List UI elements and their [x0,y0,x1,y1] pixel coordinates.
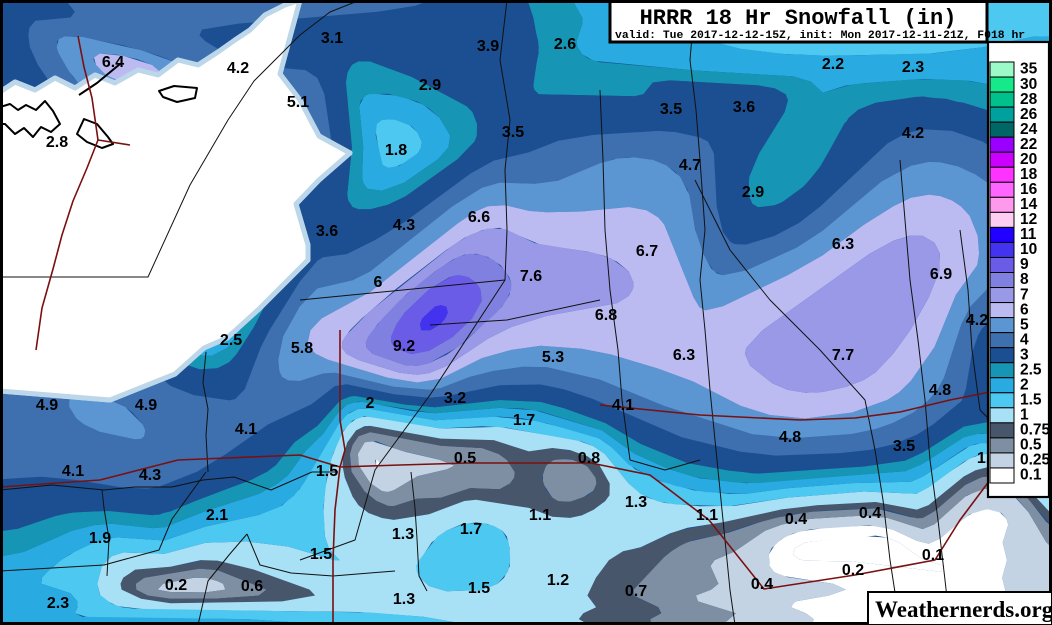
svg-text:0.4: 0.4 [785,511,807,528]
svg-text:HRRR 18 Hr Snowfall (in): HRRR 18 Hr Snowfall (in) [640,6,957,31]
svg-text:3.9: 3.9 [477,38,499,55]
svg-text:1.7: 1.7 [460,521,482,538]
svg-text:1.3: 1.3 [393,591,415,608]
svg-text:3.5: 3.5 [502,124,524,141]
svg-text:2.9: 2.9 [419,77,441,94]
svg-text:4.2: 4.2 [966,312,988,329]
svg-text:2.5: 2.5 [220,332,242,349]
svg-text:2.6: 2.6 [554,36,576,53]
svg-text:0.4: 0.4 [859,505,881,522]
svg-text:6.3: 6.3 [832,236,854,253]
svg-text:4.2: 4.2 [902,125,924,142]
svg-text:7.7: 7.7 [832,347,854,364]
svg-text:4.9: 4.9 [36,397,58,414]
svg-text:6.6: 6.6 [468,209,490,226]
svg-text:4.1: 4.1 [62,463,84,480]
svg-text:1.5: 1.5 [310,546,332,563]
svg-text:2: 2 [366,395,375,412]
svg-text:0.7: 0.7 [625,583,647,600]
svg-text:6.9: 6.9 [930,266,952,283]
svg-text:1.5: 1.5 [468,580,490,597]
svg-text:3.5: 3.5 [660,101,682,118]
svg-text:valid: Tue 2017-12-12-15Z, ini: valid: Tue 2017-12-12-15Z, init: Mon 201… [615,30,1025,42]
svg-text:4.7: 4.7 [679,157,701,174]
svg-text:1.7: 1.7 [513,412,535,429]
svg-text:5.1: 5.1 [287,94,309,111]
svg-text:4.3: 4.3 [393,217,415,234]
svg-text:4.1: 4.1 [612,397,634,414]
svg-text:1.2: 1.2 [547,572,569,589]
svg-text:1.8: 1.8 [385,142,407,159]
svg-text:0.4: 0.4 [751,576,773,593]
svg-text:6: 6 [374,274,383,291]
svg-text:4.8: 4.8 [779,429,801,446]
svg-text:1.3: 1.3 [392,526,414,543]
svg-text:3.6: 3.6 [733,99,755,116]
svg-text:1.3: 1.3 [625,494,647,511]
svg-text:5.8: 5.8 [291,340,313,357]
svg-text:6.3: 6.3 [673,347,695,364]
svg-text:4.1: 4.1 [235,421,257,438]
svg-text:2.9: 2.9 [742,184,764,201]
svg-text:9.2: 9.2 [393,338,415,355]
svg-text:0.8: 0.8 [578,450,600,467]
svg-text:2.3: 2.3 [47,595,69,612]
svg-text:5.3: 5.3 [542,349,564,366]
svg-text:4.2: 4.2 [227,60,249,77]
svg-text:3.2: 3.2 [444,390,466,407]
svg-text:0.1: 0.1 [1020,467,1042,484]
svg-text:2.3: 2.3 [902,59,924,76]
svg-text:2.2: 2.2 [822,56,844,73]
svg-text:0.2: 0.2 [842,562,864,579]
svg-text:6.4: 6.4 [102,54,124,71]
svg-text:4.3: 4.3 [139,467,161,484]
svg-text:6.7: 6.7 [636,243,658,260]
svg-text:7.6: 7.6 [520,268,542,285]
svg-text:0.2: 0.2 [165,577,187,594]
svg-text:3.6: 3.6 [316,223,338,240]
svg-text:0.5: 0.5 [454,450,476,467]
svg-text:3.1: 3.1 [321,30,343,47]
svg-text:2.1: 2.1 [206,507,228,524]
svg-text:2.8: 2.8 [46,134,68,151]
svg-text:3.5: 3.5 [893,438,915,455]
svg-text:1.1: 1.1 [529,507,551,524]
svg-text:4.8: 4.8 [929,382,951,399]
svg-text:0.6: 0.6 [241,578,263,595]
svg-text:1.9: 1.9 [89,530,111,547]
svg-text:Weathernerds.org: Weathernerds.org [875,597,1052,622]
svg-text:4.9: 4.9 [135,397,157,414]
svg-text:1.5: 1.5 [316,463,338,480]
svg-text:6.8: 6.8 [595,307,617,324]
svg-text:1.1: 1.1 [696,507,718,524]
svg-text:0.1: 0.1 [922,547,944,564]
